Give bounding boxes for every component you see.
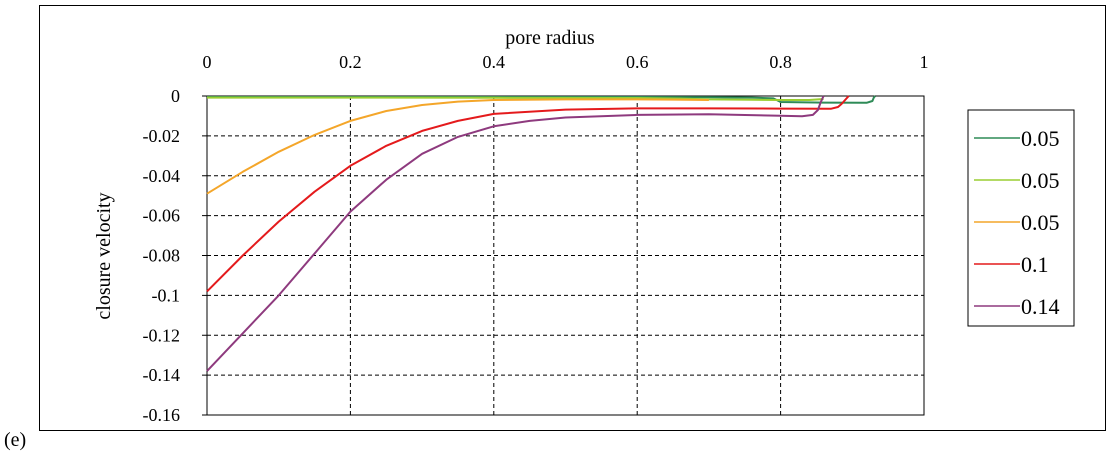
legend-label-5: 0.14 <box>1021 294 1060 319</box>
axis-tick-labels: 0 0.2 0.4 0.6 0.8 1 0 -0.02 -0.04 -0.06 -0.08 -0.1 -… <box>143 52 929 425</box>
y-axis-title: closure velocity <box>93 192 115 319</box>
y-tick-label: -0.12 <box>143 325 181 345</box>
legend-label-4: 0.1 <box>1021 252 1049 277</box>
chart-frame <box>39 5 1106 431</box>
legend-label-1: 0.05 <box>1021 126 1060 151</box>
series-lines <box>206 95 876 372</box>
x-tick-label: 1 <box>920 52 929 72</box>
y-tick-label: -0.02 <box>143 126 181 146</box>
y-tick-label: -0.1 <box>152 285 181 305</box>
y-tick-label: -0.14 <box>143 365 181 385</box>
legend: 0.05 0.05 0.05 0.1 0.14 <box>967 109 1075 327</box>
legend-label-3: 0.05 <box>1021 210 1060 235</box>
y-tick-label: -0.04 <box>143 166 181 186</box>
series-line-3 <box>206 98 709 195</box>
legend-label-2: 0.05 <box>1021 168 1060 193</box>
x-tick-label: 0.8 <box>769 52 792 72</box>
series-line-5 <box>206 95 825 372</box>
y-tick-label: -0.08 <box>143 246 181 266</box>
y-tick-label: 0 <box>171 86 180 106</box>
grid-lines <box>207 96 924 415</box>
series-line-4 <box>206 95 850 293</box>
x-axis-title: pore radius <box>505 27 595 49</box>
y-tick-label: -0.16 <box>143 405 181 425</box>
panel-label: (e) <box>4 429 27 451</box>
y-tick-label: -0.06 <box>143 206 181 226</box>
x-tick-label: 0.2 <box>339 52 362 72</box>
x-tick-label: 0.6 <box>626 52 649 72</box>
x-tick-label: 0 <box>203 52 212 72</box>
x-tick-label: 0.4 <box>483 52 506 72</box>
legend-box <box>967 109 1075 327</box>
